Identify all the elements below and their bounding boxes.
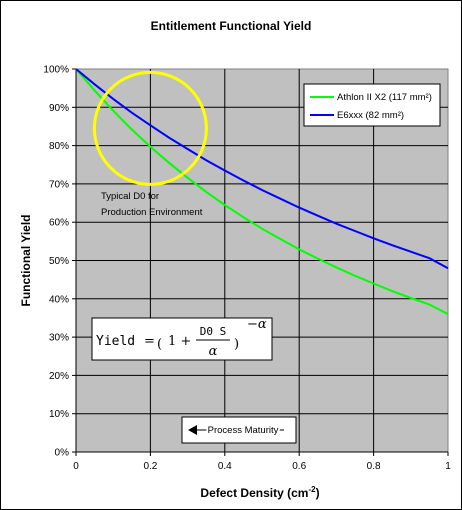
legend: Athlon II X2 (117 mm²) E6xxx (82 mm²)	[303, 83, 441, 127]
y-tick-label: 40%	[49, 294, 69, 305]
x-tick-label: 0.8	[367, 461, 381, 472]
y-tick-label: 10%	[49, 409, 69, 420]
formula-exponent: −α	[247, 317, 267, 332]
formula-paren-open: (	[157, 337, 162, 352]
formula-box	[91, 317, 273, 361]
y-axis-title: Functional Yield	[19, 214, 33, 306]
x-axis-title-main: Defect Density (cm	[200, 486, 308, 500]
x-tick-label: 0.6	[292, 461, 306, 472]
typical-d0-circle	[92, 70, 208, 186]
x-axis-title-sup: -2	[308, 485, 316, 494]
x-axis-title-close: )	[316, 486, 320, 500]
yield-formula: Yield = ( 1 + D0 S α ) −α	[91, 317, 273, 361]
y-tick-label: 90%	[49, 103, 69, 114]
y-tick-label: 70%	[49, 179, 69, 190]
circle-label-line2: Production Environment	[101, 207, 203, 218]
y-tick-label: 0%	[55, 448, 70, 459]
x-tick-label: 0	[73, 461, 79, 472]
y-tick-label: 20%	[49, 371, 69, 382]
tick-labels: 0% 10% 20% 30% 40% 50% 60% 70% 80% 90% 100% 0 0.2 0.4…	[43, 65, 451, 473]
x-tick-label: 0.2	[143, 461, 157, 472]
x-tick-label: 1	[445, 461, 451, 472]
legend-label-e6xxx: E6xxx (82 mm²)	[337, 110, 404, 121]
formula-paren-close: )	[234, 337, 239, 352]
series-lines	[75, 68, 449, 315]
formula-denominator: α	[209, 344, 218, 359]
y-tick-label: 50%	[49, 256, 69, 267]
process-maturity-arrow: Process Maturity	[181, 416, 297, 444]
series-line-1	[75, 68, 449, 270]
x-axis-title: Defect Density (cm-2)	[200, 485, 319, 500]
legend-label-athlon: Athlon II X2 (117 mm²)	[337, 92, 432, 103]
chart-title: Entitlement Functional Yield	[151, 19, 312, 33]
formula-one-plus: 1 +	[168, 334, 191, 349]
legend-box	[303, 83, 441, 127]
arrow-label: Process Maturity	[208, 425, 279, 436]
formula-numerator: D0 S	[200, 325, 227, 338]
formula-lhs: Yield	[96, 334, 135, 349]
y-tick-label: 100%	[43, 65, 69, 76]
arrow-left-head-icon	[188, 425, 197, 435]
y-tick-label: 30%	[49, 333, 69, 344]
y-tick-label: 80%	[49, 141, 69, 152]
x-tick-label: 0.4	[218, 461, 232, 472]
formula-equals: =	[144, 334, 155, 349]
series-line-0	[75, 68, 449, 315]
circle-label-line1: Typical D0 for	[101, 191, 159, 202]
axes	[72, 68, 449, 456]
y-tick-label: 60%	[49, 218, 69, 229]
